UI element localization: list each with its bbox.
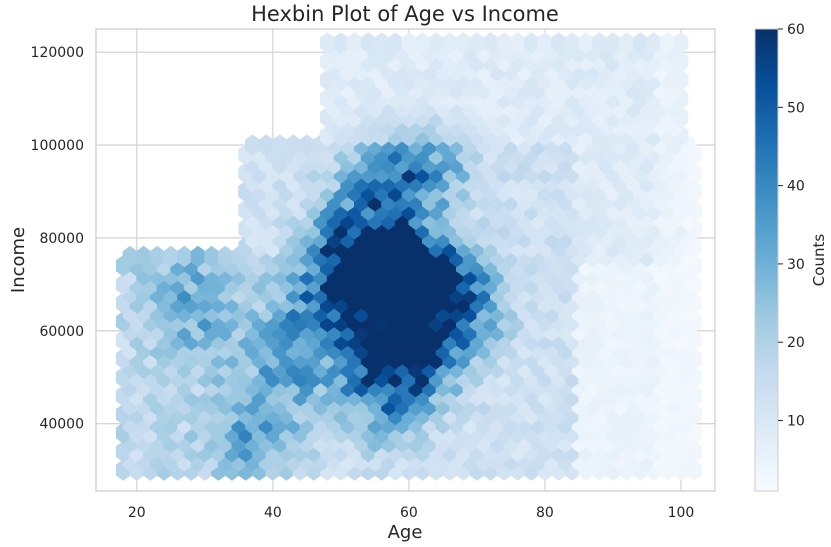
hex-cell bbox=[136, 245, 151, 268]
hex-cell bbox=[245, 134, 260, 156]
hexbin-cells bbox=[115, 32, 702, 481]
y-axis-ticks: 40000 60000 80000 100000 120000 bbox=[31, 45, 84, 432]
hex-cell bbox=[496, 32, 512, 54]
x-tick-label: 40 bbox=[264, 505, 282, 521]
hex-cell bbox=[660, 32, 675, 54]
hex-cell bbox=[483, 32, 498, 54]
y-tick-label: 40000 bbox=[39, 417, 84, 433]
hex-cell bbox=[415, 32, 430, 54]
hex-cell bbox=[122, 245, 138, 268]
hex-cell bbox=[401, 32, 417, 54]
colorbar-tick-label: 50 bbox=[787, 100, 805, 116]
hex-cell bbox=[592, 32, 607, 54]
hex-cell bbox=[333, 32, 349, 54]
plot-area bbox=[95, 28, 716, 492]
hex-cell bbox=[190, 245, 206, 268]
colorbar-tick-label: 30 bbox=[787, 257, 805, 273]
x-axis-ticks: 20 40 60 80 100 bbox=[128, 505, 694, 521]
y-tick-label: 80000 bbox=[39, 231, 84, 247]
hex-cell bbox=[360, 32, 376, 54]
hex-cell bbox=[442, 32, 457, 54]
colorbar-gradient bbox=[754, 28, 779, 492]
hex-cell bbox=[673, 32, 689, 54]
hex-cell bbox=[646, 32, 662, 54]
hex-cell bbox=[320, 32, 335, 54]
y-tick-label: 60000 bbox=[39, 324, 84, 340]
x-axis-label: Age bbox=[388, 522, 423, 543]
chart-title: Hexbin Plot of Age vs Income bbox=[251, 2, 559, 26]
colorbar-tick-label: 20 bbox=[787, 335, 805, 351]
hex-cell bbox=[537, 32, 553, 54]
x-tick-label: 60 bbox=[400, 505, 418, 521]
hex-cell bbox=[163, 245, 179, 268]
y-tick-label: 100000 bbox=[31, 138, 84, 154]
hex-cell bbox=[272, 134, 287, 156]
y-tick-label: 120000 bbox=[31, 45, 84, 61]
colorbar-label: Counts bbox=[810, 234, 828, 287]
hex-cell bbox=[564, 32, 580, 54]
hex-cell bbox=[258, 134, 274, 156]
hex-cell bbox=[578, 32, 594, 54]
hex-cell bbox=[347, 32, 362, 54]
y-axis-label: Income bbox=[8, 227, 29, 293]
x-tick-label: 80 bbox=[536, 505, 554, 521]
x-tick-label: 100 bbox=[668, 505, 695, 521]
hex-cell bbox=[551, 32, 566, 54]
hex-cell bbox=[204, 245, 219, 268]
colorbar-ticks: 10 20 30 40 50 60 bbox=[778, 22, 805, 430]
colorbar-tick-label: 40 bbox=[787, 179, 805, 195]
colorbar-tick-label: 10 bbox=[787, 414, 805, 430]
hex-cell bbox=[524, 32, 539, 54]
hex-cell bbox=[632, 32, 648, 54]
hex-cell bbox=[149, 245, 165, 268]
hex-cell bbox=[286, 134, 301, 156]
plot-frame bbox=[95, 28, 716, 492]
hex-cell bbox=[177, 245, 192, 268]
colorbar: 10 20 30 40 50 60 Counts bbox=[754, 22, 828, 492]
hex-cell bbox=[388, 32, 403, 54]
colorbar-tick-label: 60 bbox=[787, 22, 805, 38]
x-tick-label: 20 bbox=[128, 505, 146, 521]
hex-cell bbox=[469, 32, 485, 54]
hex-cell bbox=[605, 32, 621, 54]
hex-cell bbox=[217, 245, 233, 268]
hex-cell bbox=[428, 32, 444, 54]
hex-cell bbox=[619, 32, 634, 54]
hex-cell bbox=[456, 32, 471, 54]
hex-cell bbox=[374, 32, 389, 54]
hex-cell bbox=[510, 32, 525, 54]
hex-cell bbox=[299, 134, 315, 156]
